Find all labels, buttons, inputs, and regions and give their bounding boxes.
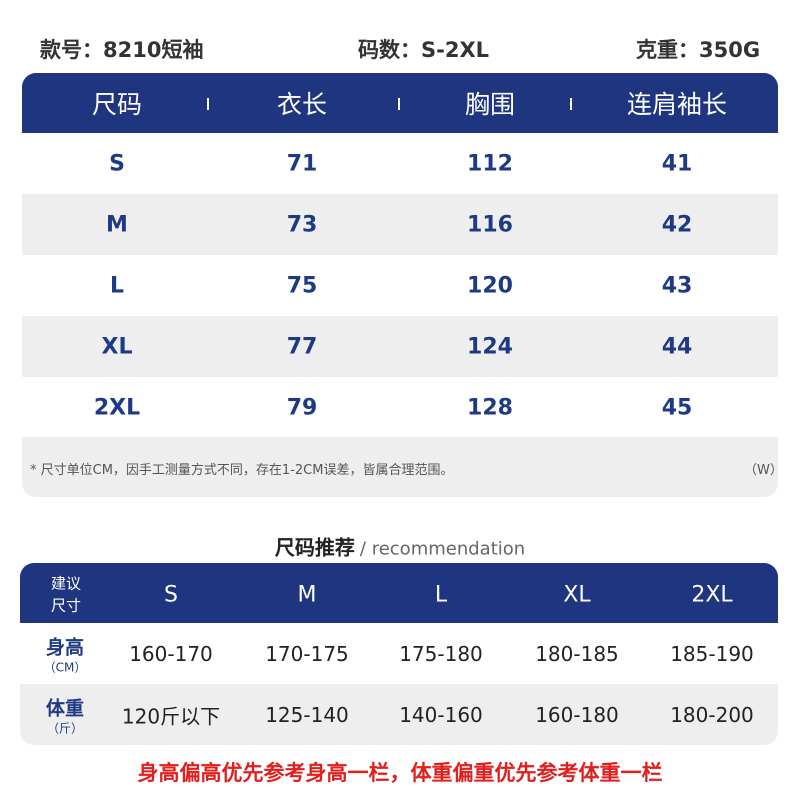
cell: 75 — [286, 273, 318, 299]
cell: 71 — [286, 151, 318, 177]
row-bg — [22, 194, 778, 255]
column-header: 衣长 — [276, 90, 328, 119]
note-tag: （W） — [744, 463, 783, 478]
cell: M — [106, 212, 128, 238]
cell: 160-170 — [129, 642, 213, 666]
header-separator — [207, 98, 209, 110]
cell: 43 — [661, 273, 693, 299]
size-header: S — [164, 582, 178, 608]
size-header: L — [434, 582, 448, 608]
cell: 77 — [286, 334, 318, 360]
cell: 160-180 — [535, 703, 619, 727]
table-header-bg — [22, 73, 778, 133]
rec-row-bg — [20, 684, 778, 745]
cell: 2XL — [93, 395, 141, 421]
column-header: 胸围 — [464, 90, 516, 119]
cell: 180-200 — [670, 703, 754, 727]
section-title: 尺码推荐 / recommendation — [275, 532, 525, 561]
cell: 180-185 — [535, 642, 619, 666]
cell: S — [109, 151, 125, 177]
size-header: XL — [563, 582, 591, 608]
cell: 185-190 — [670, 642, 754, 666]
note: * 尺寸单位CM，因手工测量方式不同，存在1-2CM误差，皆属合理范围。 — [30, 463, 454, 478]
cell: 42 — [661, 212, 693, 238]
cell: 73 — [286, 212, 318, 238]
cell: 170-175 — [265, 642, 349, 666]
cell: 44 — [661, 334, 693, 360]
note-bg — [22, 437, 778, 497]
section-subtitle: / recommendation — [359, 538, 526, 560]
cell: XL — [101, 334, 133, 360]
cell: 112 — [467, 151, 513, 177]
footer-note: 身高偏高优先参考身高一栏，体重偏重优先参考体重一栏 — [137, 761, 663, 785]
corner-label: 建议 — [50, 574, 82, 593]
cell: 124 — [467, 334, 513, 360]
cell: 116 — [467, 212, 513, 238]
row-label: 身高 — [45, 636, 85, 659]
cell: 79 — [286, 395, 318, 421]
cell: 41 — [661, 151, 693, 177]
section-title-text: 尺码推荐 — [274, 535, 355, 560]
size-header: M — [297, 582, 317, 608]
header-separator — [570, 98, 572, 110]
cell: 45 — [661, 395, 693, 421]
column-header: 连肩袖长 — [626, 90, 728, 119]
rec-header-bg — [20, 563, 778, 623]
row-bg — [22, 316, 778, 377]
size-range: 码数：S-2XL — [358, 38, 490, 62]
cell: 175-180 — [399, 642, 483, 666]
column-header: 尺码 — [91, 90, 143, 119]
cell: 120 — [467, 273, 513, 299]
cell: 120斤以下 — [121, 704, 221, 729]
row-unit: （CM） — [43, 660, 87, 675]
corner-label: 尺寸 — [50, 596, 82, 615]
cell: 128 — [467, 395, 513, 421]
row-unit: （斤） — [46, 721, 84, 736]
cell: L — [109, 273, 125, 299]
cell: 125-140 — [265, 703, 349, 727]
size-header: 2XL — [691, 582, 733, 608]
fabric-weight: 克重：350G — [636, 38, 761, 62]
header-separator — [398, 98, 400, 110]
style-no: 款号：8210短袖 — [40, 38, 204, 62]
row-label: 体重 — [45, 697, 85, 720]
cell: 140-160 — [399, 703, 483, 727]
